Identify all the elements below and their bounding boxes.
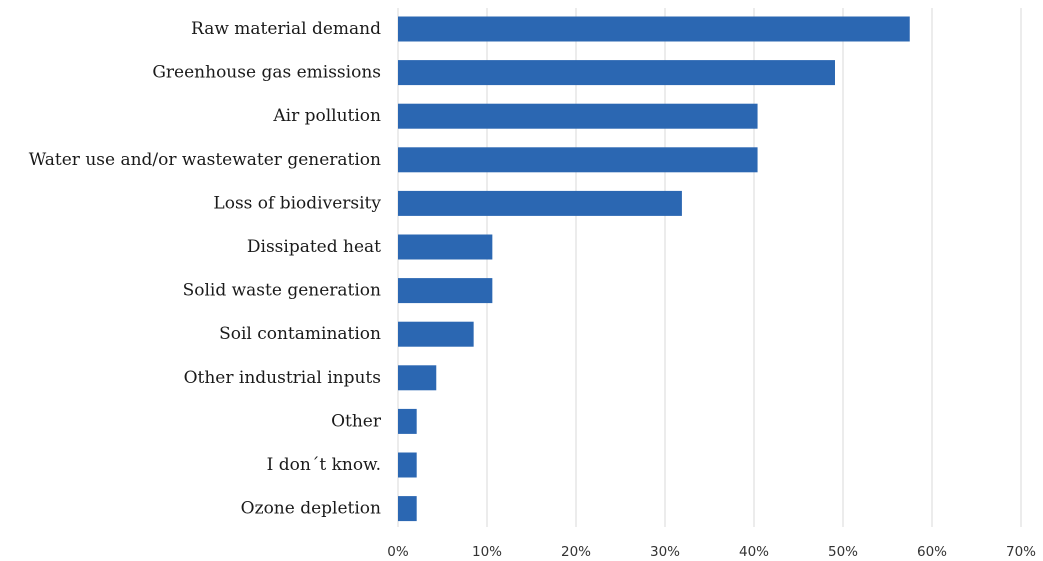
category-label: Loss of biodiversity — [213, 193, 381, 213]
bar — [398, 278, 493, 304]
category-label: Raw material demand — [191, 19, 381, 39]
category-label: I don´t know. — [267, 455, 381, 475]
x-tick-label: 10% — [472, 544, 502, 560]
bar — [398, 147, 758, 173]
bar — [398, 321, 474, 347]
x-tick-label: 50% — [828, 544, 858, 560]
bar — [398, 60, 835, 86]
bar — [398, 365, 437, 391]
category-label: Other industrial inputs — [184, 368, 381, 388]
x-tick-label: 40% — [739, 544, 769, 560]
x-tick-label: 60% — [917, 544, 947, 560]
category-label: Dissipated heat — [247, 237, 381, 257]
category-label: Soil contamination — [219, 324, 381, 344]
category-label: Solid waste generation — [183, 281, 381, 301]
bars — [398, 16, 910, 522]
category-label: Water use and/or wastewater generation — [29, 150, 381, 170]
bar — [398, 496, 417, 522]
bar — [398, 16, 910, 42]
category-labels: Raw material demand Greenhouse gas emissi… — [29, 19, 382, 519]
x-axis-tick-labels: 0% 10% 20% 30% 40% 50% 60% 70% — [387, 544, 1036, 560]
category-label: Other — [331, 411, 382, 431]
bar — [398, 190, 682, 216]
x-tick-label: 30% — [650, 544, 680, 560]
bar — [398, 452, 417, 478]
bar — [398, 234, 493, 260]
x-tick-label: 70% — [1006, 544, 1036, 560]
x-tick-label: 0% — [387, 544, 409, 560]
gridlines — [397, 8, 1022, 527]
category-label: Ozone depletion — [241, 499, 381, 519]
category-label: Air pollution — [272, 106, 381, 126]
bar — [398, 103, 758, 129]
category-label: Greenhouse gas emissions — [152, 63, 381, 83]
bar — [398, 408, 417, 434]
x-tick-label: 20% — [561, 544, 591, 560]
